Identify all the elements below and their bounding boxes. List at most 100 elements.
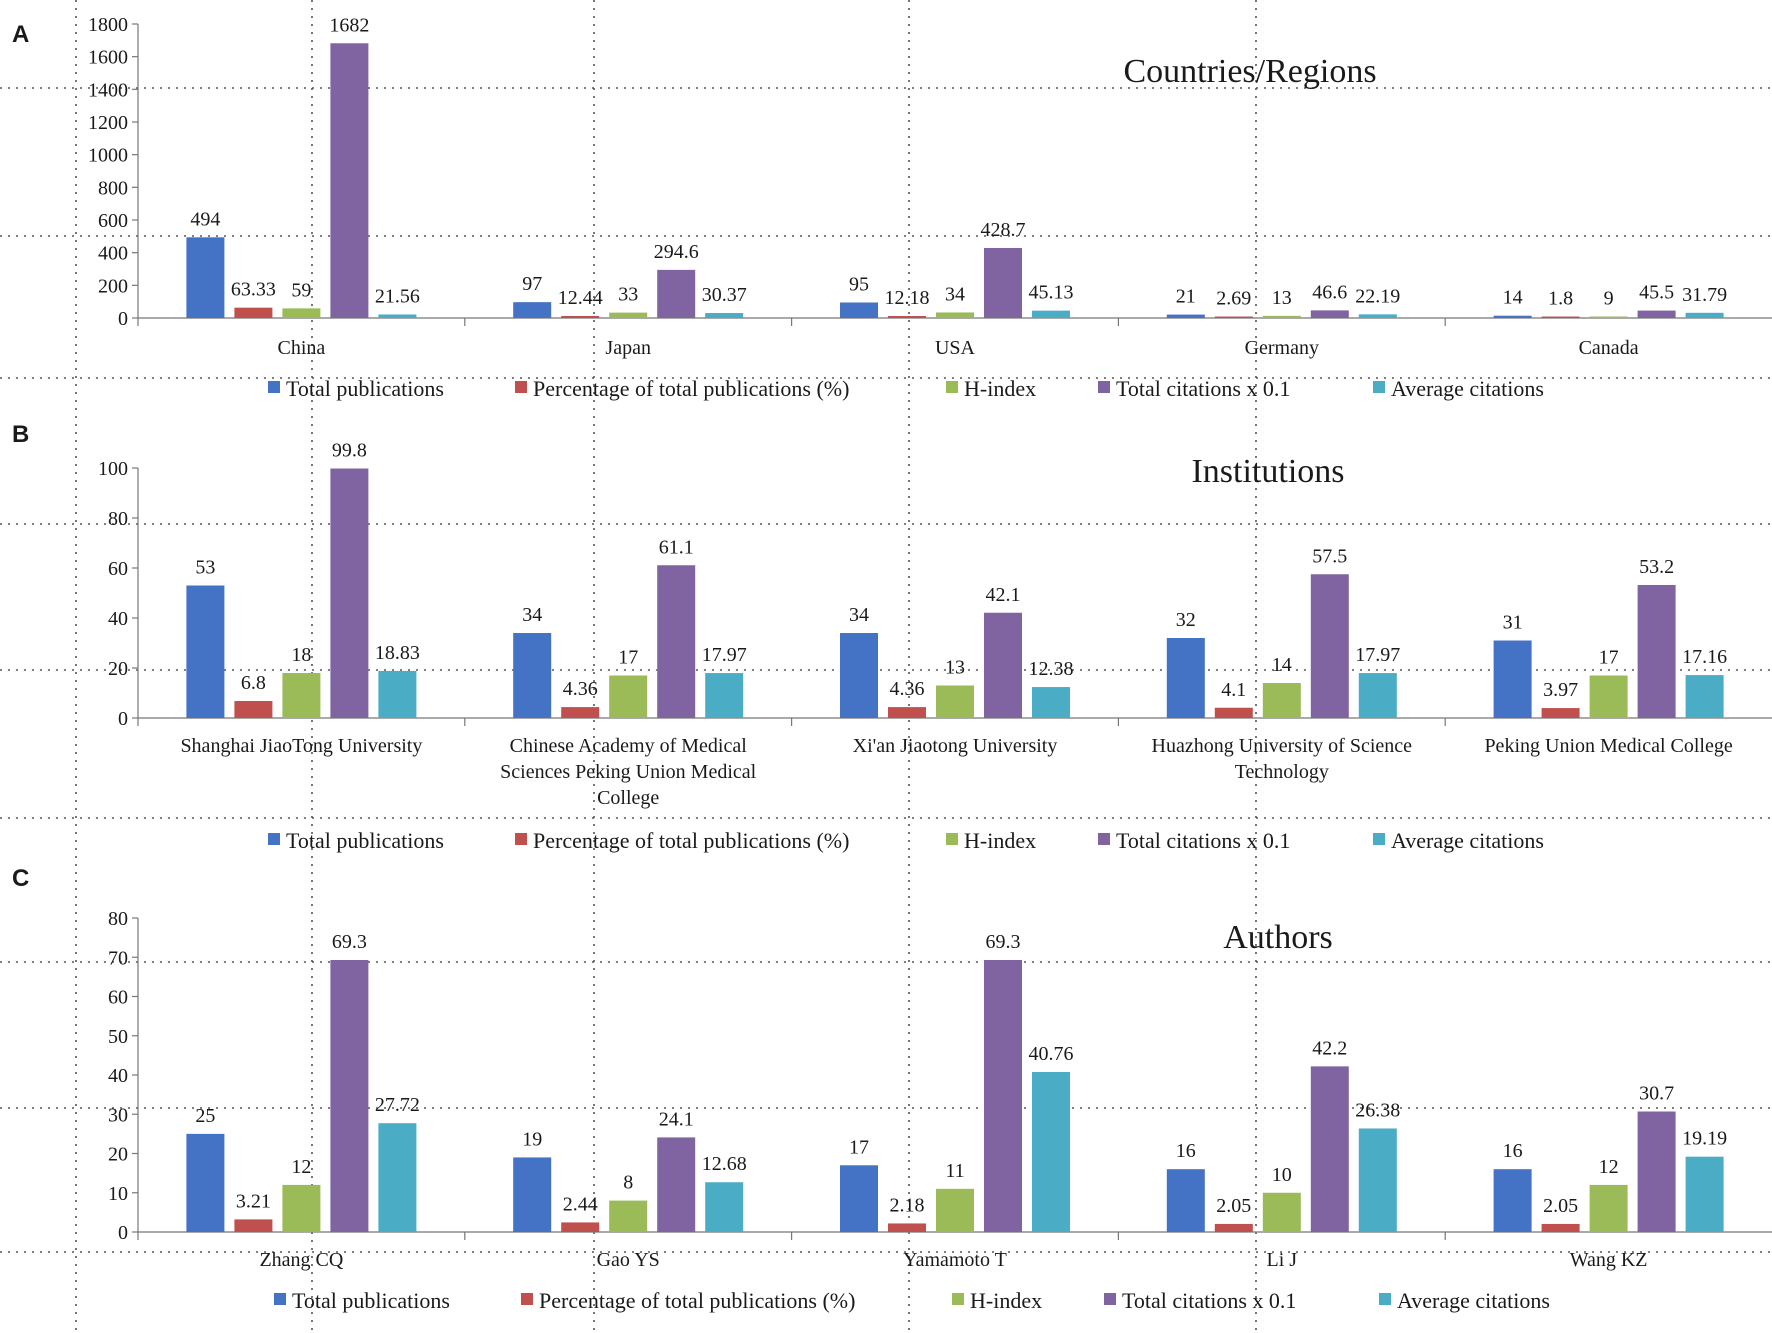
y-tick-label: 0 xyxy=(118,308,128,330)
data-label: 1.8 xyxy=(1548,288,1573,310)
bar xyxy=(561,707,600,718)
chart-title: Countries/Regions xyxy=(1123,53,1376,90)
data-label: 97 xyxy=(522,273,542,295)
data-label: 63.33 xyxy=(231,279,276,301)
legend-swatch xyxy=(515,381,527,393)
x-tick-label: Sciences Peking Union Medical xyxy=(500,761,756,783)
x-tick-label: Huazhong University of Science xyxy=(1152,735,1413,757)
data-label: 34 xyxy=(945,283,965,305)
data-label: 19 xyxy=(522,1128,542,1150)
data-label: 2.05 xyxy=(1543,1195,1578,1217)
data-label: 69.3 xyxy=(332,931,367,953)
legend-label: Total citations x 0.1 xyxy=(1116,828,1290,853)
y-tick-label: 0 xyxy=(118,708,128,730)
bar xyxy=(513,1157,552,1232)
bar xyxy=(705,313,744,318)
data-label: 59 xyxy=(291,279,311,301)
y-tick-label: 60 xyxy=(108,987,128,1009)
data-label: 9 xyxy=(1604,288,1614,310)
data-label: 14 xyxy=(1272,654,1292,676)
data-label: 1682 xyxy=(329,14,369,36)
y-tick-label: 80 xyxy=(108,508,128,530)
data-label: 17.16 xyxy=(1682,646,1727,668)
y-tick-label: 30 xyxy=(108,1104,128,1126)
bar xyxy=(1541,1223,1580,1232)
bar xyxy=(984,959,1022,1232)
x-tick-label: Japan xyxy=(605,337,651,359)
bar xyxy=(1032,687,1070,718)
panel-letter: B xyxy=(12,421,29,448)
y-tick-label: 40 xyxy=(108,1065,128,1087)
bar xyxy=(1637,585,1676,718)
legend-swatch xyxy=(1373,381,1385,393)
bar xyxy=(1262,315,1301,318)
bar xyxy=(657,269,696,318)
x-tick-label: Chinese Academy of Medical xyxy=(510,735,748,757)
bar xyxy=(888,1223,926,1232)
bar xyxy=(282,308,321,318)
legend-swatch xyxy=(1373,833,1385,845)
bar xyxy=(705,673,744,718)
bar xyxy=(1214,1223,1253,1232)
chart-title: Institutions xyxy=(1191,453,1344,490)
x-tick-label: Li J xyxy=(1267,1249,1298,1271)
data-label: 27.72 xyxy=(375,1094,420,1116)
legend-swatch xyxy=(1104,1293,1116,1305)
data-label: 34 xyxy=(522,604,542,626)
bar xyxy=(657,1137,696,1232)
bar xyxy=(282,1184,321,1232)
bar xyxy=(609,312,648,318)
legend-swatch xyxy=(268,381,280,393)
data-label: 32 xyxy=(1176,609,1196,631)
x-tick-label: Zhang CQ xyxy=(259,1249,343,1271)
data-label: 13 xyxy=(945,657,965,679)
bar xyxy=(282,673,321,718)
bar xyxy=(1589,675,1628,718)
bar xyxy=(1032,310,1070,318)
y-tick-label: 800 xyxy=(98,177,128,199)
bar xyxy=(936,1188,974,1232)
data-label: 14 xyxy=(1503,287,1523,309)
chart-panel-c: C 0 10 20 30 40 50 60 70 80 25 3.21 12 69.3 27.72 Zhang… xyxy=(12,865,1772,1313)
data-label: 13 xyxy=(1272,287,1292,309)
y-tick-label: 20 xyxy=(108,658,128,680)
legend-swatch xyxy=(1379,1293,1391,1305)
x-tick-label: Xi'an Jiaotong University xyxy=(853,735,1058,757)
data-label: 3.97 xyxy=(1543,679,1578,701)
bar xyxy=(378,670,417,718)
bar xyxy=(984,612,1022,718)
chart-panel-a: A 0 200 400 600 800 1000 1200 1400 1600 1800 494 63.… xyxy=(12,14,1772,401)
bar xyxy=(1685,1156,1724,1232)
data-label: 45.13 xyxy=(1029,282,1074,304)
data-label: 21 xyxy=(1176,286,1196,308)
legend-label: Total citations x 0.1 xyxy=(1122,1288,1296,1313)
legend-label: Total citations x 0.1 xyxy=(1116,376,1290,401)
bar xyxy=(1493,1169,1532,1232)
bar xyxy=(330,468,369,718)
y-tick-label: 80 xyxy=(108,908,128,930)
data-label: 45.5 xyxy=(1639,282,1674,304)
x-tick-label: College xyxy=(597,787,659,809)
data-label: 31.79 xyxy=(1682,284,1727,306)
bar xyxy=(936,685,974,718)
data-label: 25 xyxy=(195,1105,215,1127)
x-tick-label: Gao YS xyxy=(597,1249,660,1271)
bar xyxy=(1589,1184,1628,1232)
data-label: 3.21 xyxy=(236,1190,271,1212)
y-tick-label: 70 xyxy=(108,947,128,969)
legend-label: Total publications xyxy=(286,828,444,853)
data-label: 34 xyxy=(849,604,869,626)
y-tick-label: 40 xyxy=(108,608,128,630)
data-label: 2.44 xyxy=(563,1193,598,1215)
data-label: 19.19 xyxy=(1682,1128,1727,1150)
chart-panel-b: B 0 20 40 60 80 100 53 6.8 18 99.8 18.83 Shanghai Ji… xyxy=(12,421,1772,853)
bar xyxy=(1637,310,1676,318)
legend-swatch xyxy=(946,381,958,393)
bar xyxy=(1637,1111,1676,1232)
bar xyxy=(1358,314,1397,318)
bar xyxy=(1032,1072,1070,1232)
bar xyxy=(234,307,273,318)
data-label: 61.1 xyxy=(659,536,694,558)
data-label: 2.18 xyxy=(890,1194,925,1216)
